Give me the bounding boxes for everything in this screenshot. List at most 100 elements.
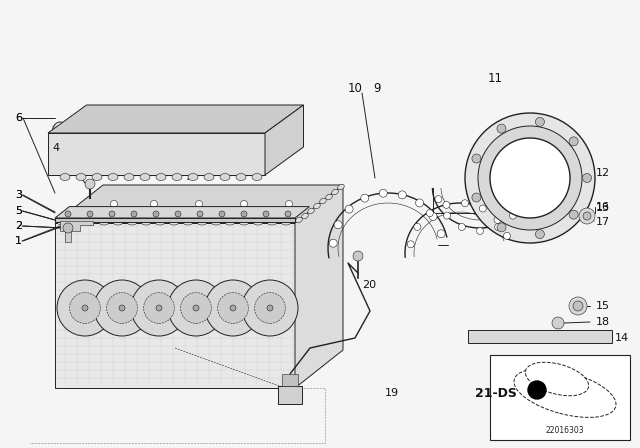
Circle shape — [435, 196, 442, 202]
Circle shape — [477, 228, 483, 234]
Text: 9: 9 — [373, 82, 381, 95]
Polygon shape — [55, 185, 343, 223]
Text: 8: 8 — [215, 184, 222, 197]
Circle shape — [582, 173, 591, 182]
Circle shape — [230, 305, 236, 311]
Polygon shape — [48, 105, 303, 133]
Circle shape — [241, 201, 248, 207]
Circle shape — [156, 305, 162, 311]
Text: 3: 3 — [15, 190, 22, 200]
Ellipse shape — [220, 173, 230, 181]
Text: 16: 16 — [596, 202, 610, 212]
Polygon shape — [60, 221, 93, 231]
Circle shape — [569, 137, 578, 146]
Circle shape — [131, 211, 137, 217]
Ellipse shape — [183, 219, 193, 225]
Circle shape — [57, 280, 113, 336]
Text: 4: 4 — [52, 143, 59, 153]
Text: 20: 20 — [362, 280, 376, 290]
Polygon shape — [228, 125, 244, 133]
Circle shape — [407, 241, 414, 248]
Ellipse shape — [99, 219, 109, 225]
Polygon shape — [180, 125, 196, 133]
Circle shape — [465, 113, 595, 243]
Text: 7: 7 — [185, 169, 193, 182]
Circle shape — [429, 212, 437, 220]
Polygon shape — [84, 125, 100, 133]
Ellipse shape — [525, 362, 589, 396]
Circle shape — [361, 194, 369, 202]
Circle shape — [497, 124, 506, 133]
Circle shape — [495, 224, 502, 230]
Circle shape — [583, 212, 591, 220]
Text: 13: 13 — [596, 203, 610, 213]
Ellipse shape — [320, 198, 326, 204]
Bar — [282, 374, 298, 386]
Circle shape — [334, 221, 342, 229]
Circle shape — [536, 117, 545, 126]
Ellipse shape — [92, 173, 102, 181]
Bar — [490, 355, 630, 440]
Bar — [65, 228, 71, 242]
Circle shape — [509, 212, 516, 219]
Ellipse shape — [326, 194, 332, 200]
Circle shape — [414, 224, 421, 230]
Circle shape — [353, 251, 363, 261]
Circle shape — [415, 199, 424, 207]
Text: 19: 19 — [385, 388, 399, 398]
Circle shape — [426, 210, 433, 217]
Circle shape — [109, 211, 115, 217]
Ellipse shape — [296, 217, 302, 223]
Text: 6: 6 — [15, 113, 22, 123]
Circle shape — [569, 210, 578, 219]
Ellipse shape — [76, 173, 86, 181]
Polygon shape — [260, 125, 276, 133]
Ellipse shape — [141, 219, 151, 225]
Ellipse shape — [156, 173, 166, 181]
Ellipse shape — [108, 173, 118, 181]
Ellipse shape — [204, 173, 214, 181]
Text: 21-DS: 21-DS — [475, 387, 517, 400]
Circle shape — [131, 280, 187, 336]
Polygon shape — [116, 125, 132, 133]
Circle shape — [552, 317, 564, 329]
Ellipse shape — [60, 173, 70, 181]
Circle shape — [197, 211, 203, 217]
Ellipse shape — [71, 219, 81, 225]
Polygon shape — [244, 125, 260, 133]
Ellipse shape — [239, 219, 249, 225]
Ellipse shape — [332, 189, 339, 195]
Text: 2: 2 — [15, 221, 22, 231]
Circle shape — [150, 201, 157, 207]
Ellipse shape — [252, 173, 262, 181]
Circle shape — [219, 211, 225, 217]
Circle shape — [573, 301, 583, 311]
Text: 5: 5 — [15, 206, 22, 216]
Text: 14: 14 — [615, 333, 629, 343]
Circle shape — [444, 212, 451, 219]
Polygon shape — [55, 218, 295, 222]
Text: 10: 10 — [348, 82, 363, 95]
Circle shape — [242, 280, 298, 336]
Text: 5: 5 — [15, 206, 22, 216]
Text: 15: 15 — [596, 301, 610, 311]
Text: 22016303: 22016303 — [546, 426, 584, 435]
Ellipse shape — [172, 173, 182, 181]
Circle shape — [255, 293, 285, 323]
Ellipse shape — [155, 219, 165, 225]
Circle shape — [528, 381, 546, 399]
Circle shape — [85, 179, 95, 189]
Circle shape — [63, 223, 73, 233]
Text: 18: 18 — [596, 317, 610, 327]
Polygon shape — [212, 125, 228, 133]
Circle shape — [70, 293, 100, 323]
Circle shape — [193, 305, 199, 311]
Ellipse shape — [188, 173, 198, 181]
Polygon shape — [295, 185, 343, 388]
Circle shape — [494, 216, 501, 224]
Ellipse shape — [267, 219, 277, 225]
Ellipse shape — [197, 219, 207, 225]
Circle shape — [472, 154, 481, 163]
Polygon shape — [55, 207, 309, 218]
Circle shape — [285, 201, 292, 207]
